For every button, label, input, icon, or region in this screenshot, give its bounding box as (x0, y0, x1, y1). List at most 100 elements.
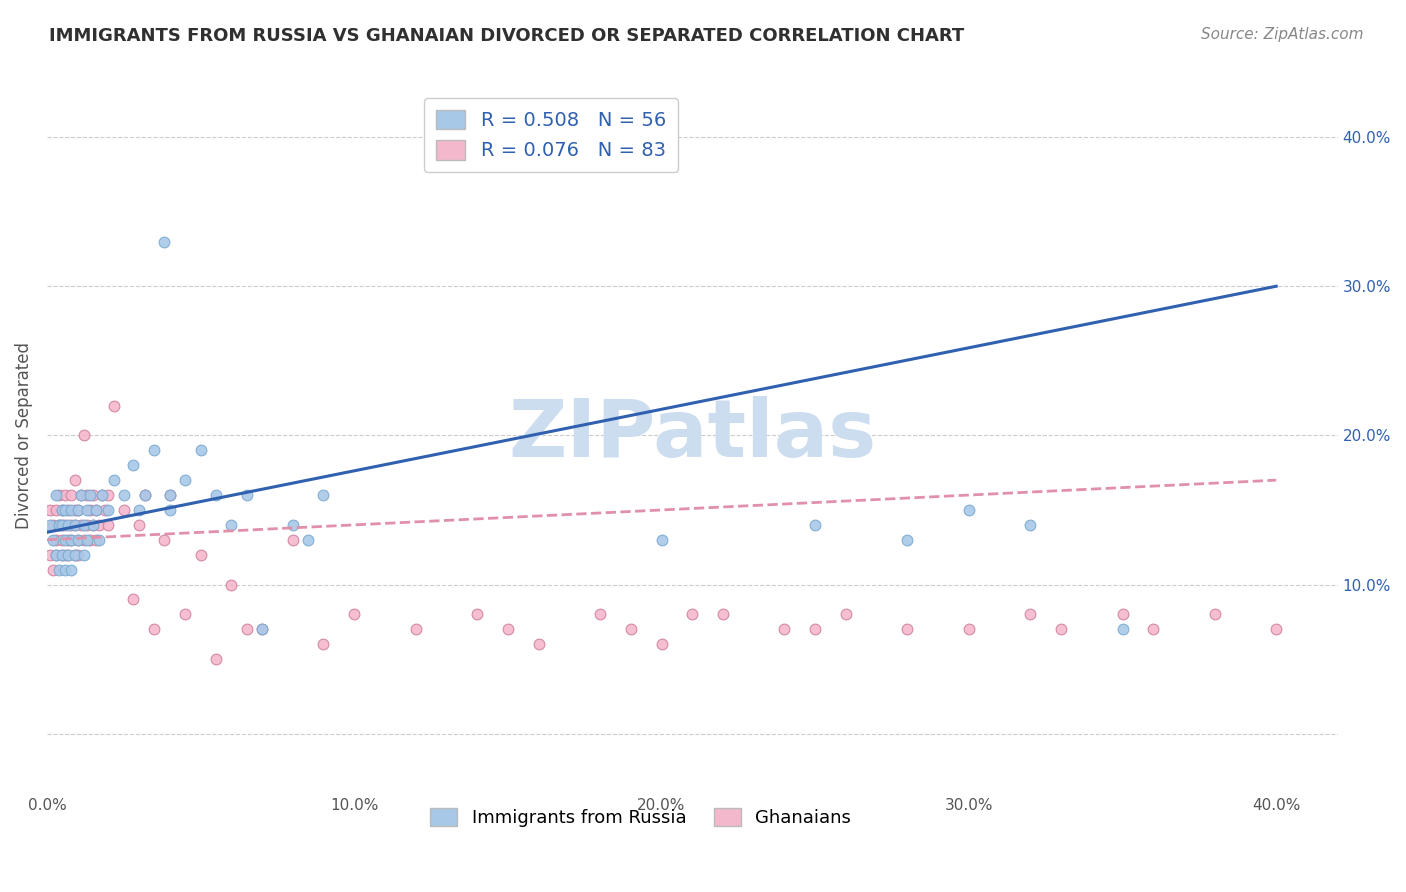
Text: IMMIGRANTS FROM RUSSIA VS GHANAIAN DIVORCED OR SEPARATED CORRELATION CHART: IMMIGRANTS FROM RUSSIA VS GHANAIAN DIVOR… (49, 27, 965, 45)
Point (58, 503, 80, 517)
Point (651, 533, 673, 547)
Point (60, 533, 83, 547)
Point (39, 548, 62, 562)
Point (91, 488, 114, 502)
Point (51, 503, 73, 517)
Point (896, 622, 918, 636)
Point (63, 473, 86, 487)
Point (174, 473, 197, 487)
Point (152, 235, 174, 249)
Point (45, 548, 67, 562)
Point (69, 488, 91, 502)
Point (51, 517, 73, 532)
Point (1019, 607, 1042, 622)
Point (250, 622, 273, 636)
Point (297, 533, 319, 547)
Point (51, 517, 73, 532)
Legend: Immigrants from Russia, Ghanaians: Immigrants from Russia, Ghanaians (423, 801, 858, 834)
Point (281, 517, 304, 532)
Point (219, 577, 242, 591)
Point (122, 592, 145, 607)
Point (53, 503, 76, 517)
Point (343, 607, 366, 622)
Point (159, 488, 181, 502)
Point (69, 488, 91, 502)
Text: ZIPatlas: ZIPatlas (508, 396, 876, 475)
Point (63, 517, 86, 532)
Point (76, 517, 98, 532)
Point (69, 517, 91, 532)
Point (39, 503, 62, 517)
Point (51, 533, 73, 547)
Point (48, 488, 70, 502)
Point (79, 533, 101, 547)
Point (134, 488, 156, 502)
Point (159, 503, 181, 517)
Point (773, 622, 796, 636)
Point (620, 622, 643, 636)
Point (205, 488, 228, 502)
Point (190, 443, 212, 458)
Point (51, 548, 73, 562)
Point (45, 548, 67, 562)
Point (128, 517, 150, 532)
Point (45, 503, 67, 517)
Point (53, 488, 76, 502)
Point (42, 563, 65, 577)
Point (957, 622, 980, 636)
Point (89, 517, 111, 532)
Point (711, 607, 734, 622)
Point (45, 533, 67, 547)
Point (835, 607, 858, 622)
Text: Source: ZipAtlas.com: Source: ZipAtlas.com (1201, 27, 1364, 42)
Point (1265, 622, 1288, 636)
Point (39, 517, 62, 532)
Point (190, 548, 212, 562)
Point (60, 517, 83, 532)
Point (63, 503, 86, 517)
Point (60, 533, 83, 547)
Point (250, 622, 273, 636)
Point (84, 533, 107, 547)
Point (97, 503, 120, 517)
Point (465, 607, 488, 622)
Y-axis label: Divorced or Separated: Divorced or Separated (15, 342, 32, 529)
Point (103, 399, 125, 413)
Point (48, 517, 70, 532)
Point (79, 488, 101, 502)
Point (312, 488, 335, 502)
Point (51, 548, 73, 562)
Point (94, 503, 117, 517)
Point (76, 533, 98, 547)
Point (73, 428, 96, 442)
Point (60, 503, 83, 517)
Point (58, 548, 80, 562)
Point (1111, 607, 1133, 622)
Point (48, 563, 70, 577)
Point (66, 503, 89, 517)
Point (97, 488, 120, 502)
Point (58, 548, 80, 562)
Point (235, 622, 257, 636)
Point (58, 517, 80, 532)
Point (51, 503, 73, 517)
Point (63, 548, 86, 562)
Point (112, 488, 135, 502)
Point (651, 637, 673, 651)
Point (159, 488, 181, 502)
Point (48, 517, 70, 532)
Point (53, 563, 76, 577)
Point (312, 637, 335, 651)
Point (45, 488, 67, 502)
Point (82, 517, 104, 532)
Point (84, 503, 107, 517)
Point (152, 533, 174, 547)
Point (73, 517, 96, 532)
Point (128, 503, 150, 517)
Point (134, 488, 156, 502)
Point (66, 533, 89, 547)
Point (143, 443, 166, 458)
Point (1019, 517, 1042, 532)
Point (63, 517, 86, 532)
Point (60, 488, 83, 502)
